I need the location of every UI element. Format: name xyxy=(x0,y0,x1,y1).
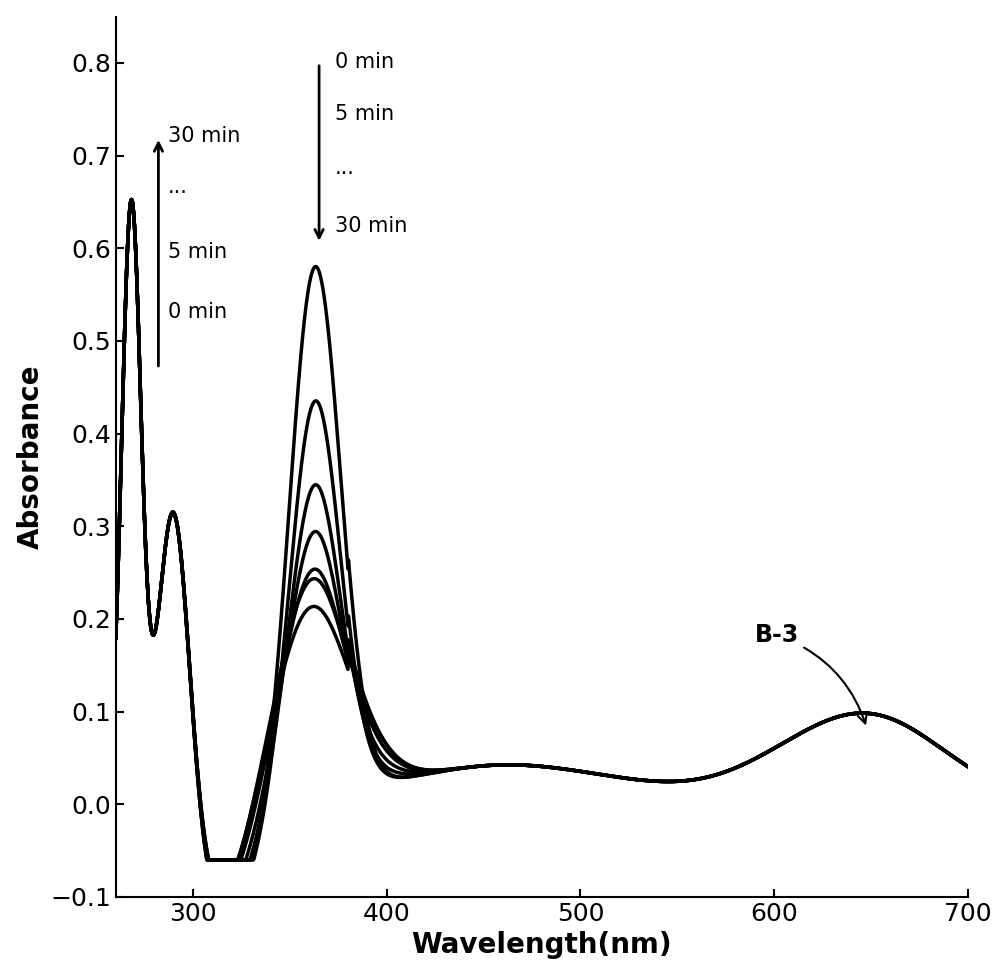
X-axis label: Wavelength(nm): Wavelength(nm) xyxy=(411,931,672,959)
Text: 0 min: 0 min xyxy=(168,302,227,322)
Text: 5 min: 5 min xyxy=(168,242,227,262)
Text: ...: ... xyxy=(168,177,187,197)
Text: 30 min: 30 min xyxy=(168,126,241,145)
Text: 30 min: 30 min xyxy=(335,216,407,235)
Text: B-3: B-3 xyxy=(755,623,867,723)
Y-axis label: Absorbance: Absorbance xyxy=(17,365,44,549)
Text: 5 min: 5 min xyxy=(335,104,394,125)
Text: ...: ... xyxy=(335,158,355,179)
Text: 0 min: 0 min xyxy=(335,52,394,71)
